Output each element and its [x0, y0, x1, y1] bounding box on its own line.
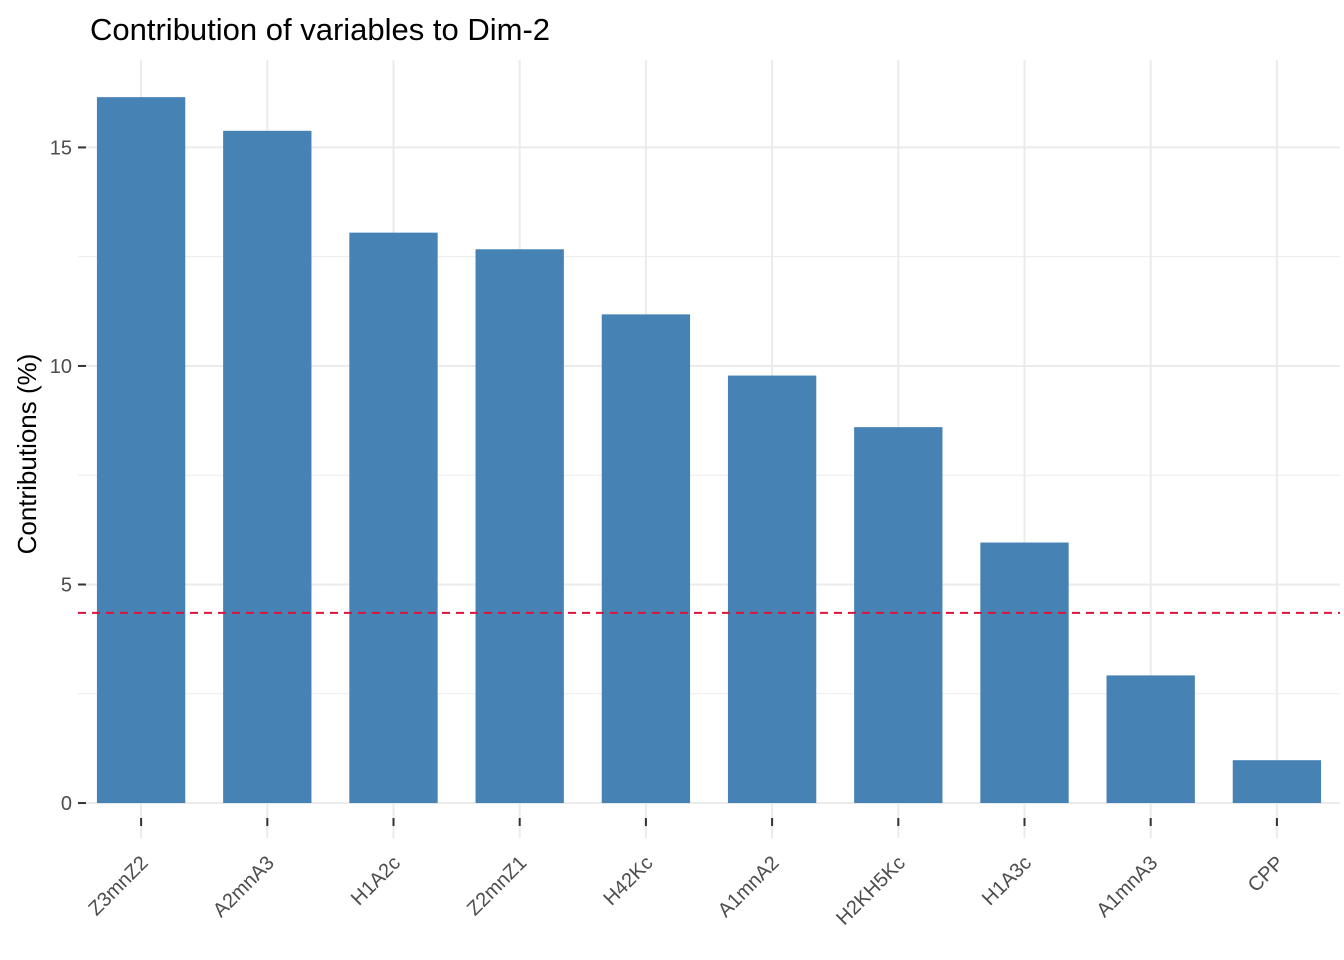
- bar-h1a2c: [349, 232, 438, 804]
- bar-cpp: [1232, 760, 1322, 804]
- x-tick-label-z2mnz1: Z2mnZ1: [463, 852, 531, 920]
- bar-a1mna2: [727, 375, 817, 804]
- x-tick-label-cpp: CPP: [1244, 852, 1289, 897]
- x-tick-label-h1a3c: H1A3c: [978, 852, 1036, 910]
- y-tick-label: 0: [61, 793, 72, 815]
- bars: [96, 97, 1322, 804]
- bar-a2mna3: [223, 130, 312, 804]
- y-tick-label: 5: [61, 574, 72, 596]
- y-tick-label: 10: [50, 356, 72, 378]
- bar-h42kc: [601, 314, 691, 804]
- x-axis: Z3mnZ2 A2mnA3 H1A2c Z2mnZ1 H42Kc A1mnA2 H2KH5K…: [84, 818, 1288, 930]
- y-axis: 0 5 10 15: [50, 137, 86, 815]
- x-tick-label-h42kc: H42Kc: [599, 852, 657, 910]
- bar-z2mnz1: [475, 249, 564, 804]
- bar-h2kh5kc: [854, 427, 943, 804]
- bar-h1a3c: [980, 542, 1069, 804]
- chart-title: Contribution of variables to Dim-2: [90, 12, 550, 47]
- x-tick-label-h1a2c: H1A2c: [347, 852, 405, 910]
- x-tick-label-a1mna3: A1mnA3: [1092, 852, 1162, 922]
- y-axis-label: Contributions (%): [12, 354, 42, 555]
- x-tick-label-a2mna3: A2mnA3: [209, 852, 279, 922]
- x-tick-label-a1mna2: A1mnA2: [714, 852, 784, 922]
- x-tick-label-z3mnz2: Z3mnZ2: [84, 852, 152, 920]
- bar-a1mna3: [1106, 675, 1195, 804]
- bar-z3mnz2: [96, 97, 186, 804]
- y-tick-label: 15: [50, 137, 72, 159]
- x-tick-label-h2kh5kc: H2KH5Kc: [832, 852, 910, 930]
